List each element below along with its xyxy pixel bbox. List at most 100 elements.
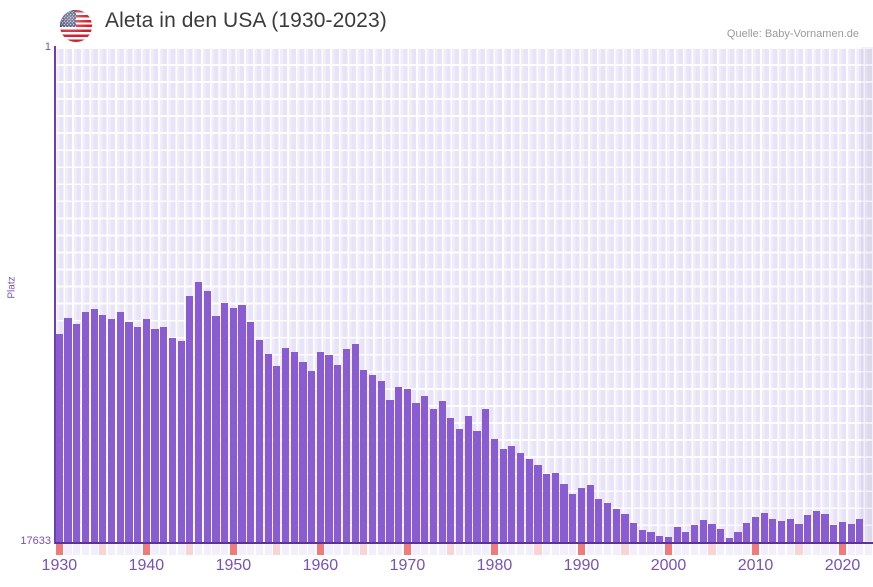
bar-1956[interactable] — [281, 348, 290, 543]
bar-1978[interactable] — [473, 431, 481, 543]
bar-1958[interactable] — [299, 362, 307, 543]
bar-2011[interactable] — [760, 513, 768, 543]
bar-1982[interactable] — [508, 446, 516, 543]
bar-2008[interactable] — [734, 532, 742, 543]
bar-1999[interactable] — [656, 536, 664, 543]
bar-1961[interactable] — [325, 355, 333, 543]
bar-1949[interactable] — [221, 303, 229, 543]
bar-1971[interactable] — [412, 403, 420, 543]
bar-2004[interactable] — [699, 520, 707, 543]
bar-2003[interactable] — [690, 525, 699, 543]
bar-1994[interactable] — [612, 509, 620, 543]
bar-2018[interactable] — [821, 514, 829, 543]
bar-1938[interactable] — [125, 322, 133, 543]
bar-1975[interactable] — [447, 418, 455, 543]
bar-1954[interactable] — [264, 354, 272, 543]
bar-1943[interactable] — [168, 338, 176, 543]
bar-1963[interactable] — [342, 349, 351, 543]
bar-1995[interactable] — [621, 514, 629, 543]
bar-2019[interactable] — [830, 525, 838, 543]
bar-1992[interactable] — [595, 499, 603, 543]
bar-1985[interactable] — [534, 465, 542, 543]
bar-1972[interactable] — [421, 396, 429, 543]
bar-1944[interactable] — [177, 341, 185, 543]
bar-1933[interactable] — [81, 312, 89, 543]
bar-1960[interactable] — [316, 352, 324, 543]
bar-1964[interactable] — [351, 344, 359, 543]
bar-2007[interactable] — [725, 538, 733, 543]
bar-1966[interactable] — [368, 375, 377, 543]
bar-1937[interactable] — [116, 312, 124, 543]
bar-1997[interactable] — [638, 530, 646, 543]
x-axis-label-1970: 1970 — [389, 557, 426, 574]
bar-2000[interactable] — [664, 537, 673, 543]
bar-1991[interactable] — [586, 485, 594, 543]
bar-1955[interactable] — [273, 366, 281, 543]
bar-1974[interactable] — [438, 401, 446, 543]
bar-2017[interactable] — [812, 511, 820, 543]
bar-1953[interactable] — [255, 340, 264, 543]
bar-1990[interactable] — [577, 488, 585, 543]
bar-1986[interactable] — [543, 474, 551, 543]
bar-1941[interactable] — [151, 329, 159, 543]
x-tick-cell-2010 — [751, 544, 760, 555]
bar-1989[interactable] — [569, 494, 577, 543]
bar-1984[interactable] — [525, 459, 533, 543]
bar-1973[interactable] — [429, 409, 438, 543]
bar-1983[interactable] — [516, 453, 525, 543]
bar-1936[interactable] — [107, 319, 116, 543]
bar-1948[interactable] — [212, 316, 220, 543]
bar-1942[interactable] — [160, 327, 168, 543]
bar-2015[interactable] — [795, 524, 803, 543]
bar-1970[interactable] — [403, 389, 411, 543]
bar-1980[interactable] — [490, 439, 498, 543]
bar-2022[interactable] — [856, 519, 864, 543]
bar-1981[interactable] — [499, 449, 507, 543]
bar-2013[interactable] — [777, 521, 786, 543]
bar-2006[interactable] — [717, 529, 725, 543]
bar-2021[interactable] — [847, 524, 855, 543]
bar-1977[interactable] — [464, 416, 472, 543]
flag-stars — [60, 10, 76, 27]
bar-1993[interactable] — [603, 503, 612, 543]
bar-2012[interactable] — [769, 519, 777, 543]
x-tick-cell-2001 — [673, 544, 681, 555]
bar-1939[interactable] — [134, 327, 142, 543]
bar-1946[interactable] — [194, 282, 203, 543]
bar-1945[interactable] — [186, 296, 194, 543]
bar-1930[interactable] — [55, 334, 63, 543]
x-tick-cell-1936 — [107, 544, 116, 555]
bar-1947[interactable] — [203, 291, 211, 543]
bar-1968[interactable] — [386, 400, 394, 543]
x-axis-tick-labels: 1930 1940 1950 1960 1970 1980 1990 2000 2010 2020 — [0, 557, 873, 583]
bar-1969[interactable] — [395, 387, 403, 543]
bar-1979[interactable] — [482, 409, 490, 543]
bar-1950[interactable] — [229, 308, 237, 543]
bar-1987[interactable] — [551, 473, 559, 543]
bar-1976[interactable] — [455, 429, 464, 543]
bar-1967[interactable] — [377, 381, 385, 543]
bar-1998[interactable] — [647, 532, 655, 543]
bar-2002[interactable] — [682, 532, 690, 543]
x-tick-cell-1985 — [534, 544, 542, 555]
bar-2016[interactable] — [804, 515, 812, 543]
bar-1935[interactable] — [99, 315, 107, 543]
bar-1959[interactable] — [308, 371, 316, 543]
bar-2009[interactable] — [743, 523, 751, 543]
bar-1996[interactable] — [630, 523, 638, 543]
bar-1988[interactable] — [560, 484, 568, 543]
bar-2005[interactable] — [708, 524, 716, 543]
bar-1952[interactable] — [247, 322, 255, 543]
bar-1951[interactable] — [238, 305, 246, 543]
bar-1957[interactable] — [290, 352, 298, 543]
bar-1934[interactable] — [90, 309, 98, 543]
bar-2001[interactable] — [673, 527, 681, 543]
bar-1965[interactable] — [360, 370, 368, 543]
bar-2010[interactable] — [751, 517, 760, 543]
bar-2020[interactable] — [838, 522, 847, 543]
bar-1931[interactable] — [64, 318, 72, 543]
bar-1940[interactable] — [142, 319, 150, 543]
bar-2014[interactable] — [786, 519, 794, 543]
bar-1962[interactable] — [334, 365, 342, 543]
bar-1932[interactable] — [73, 324, 81, 543]
